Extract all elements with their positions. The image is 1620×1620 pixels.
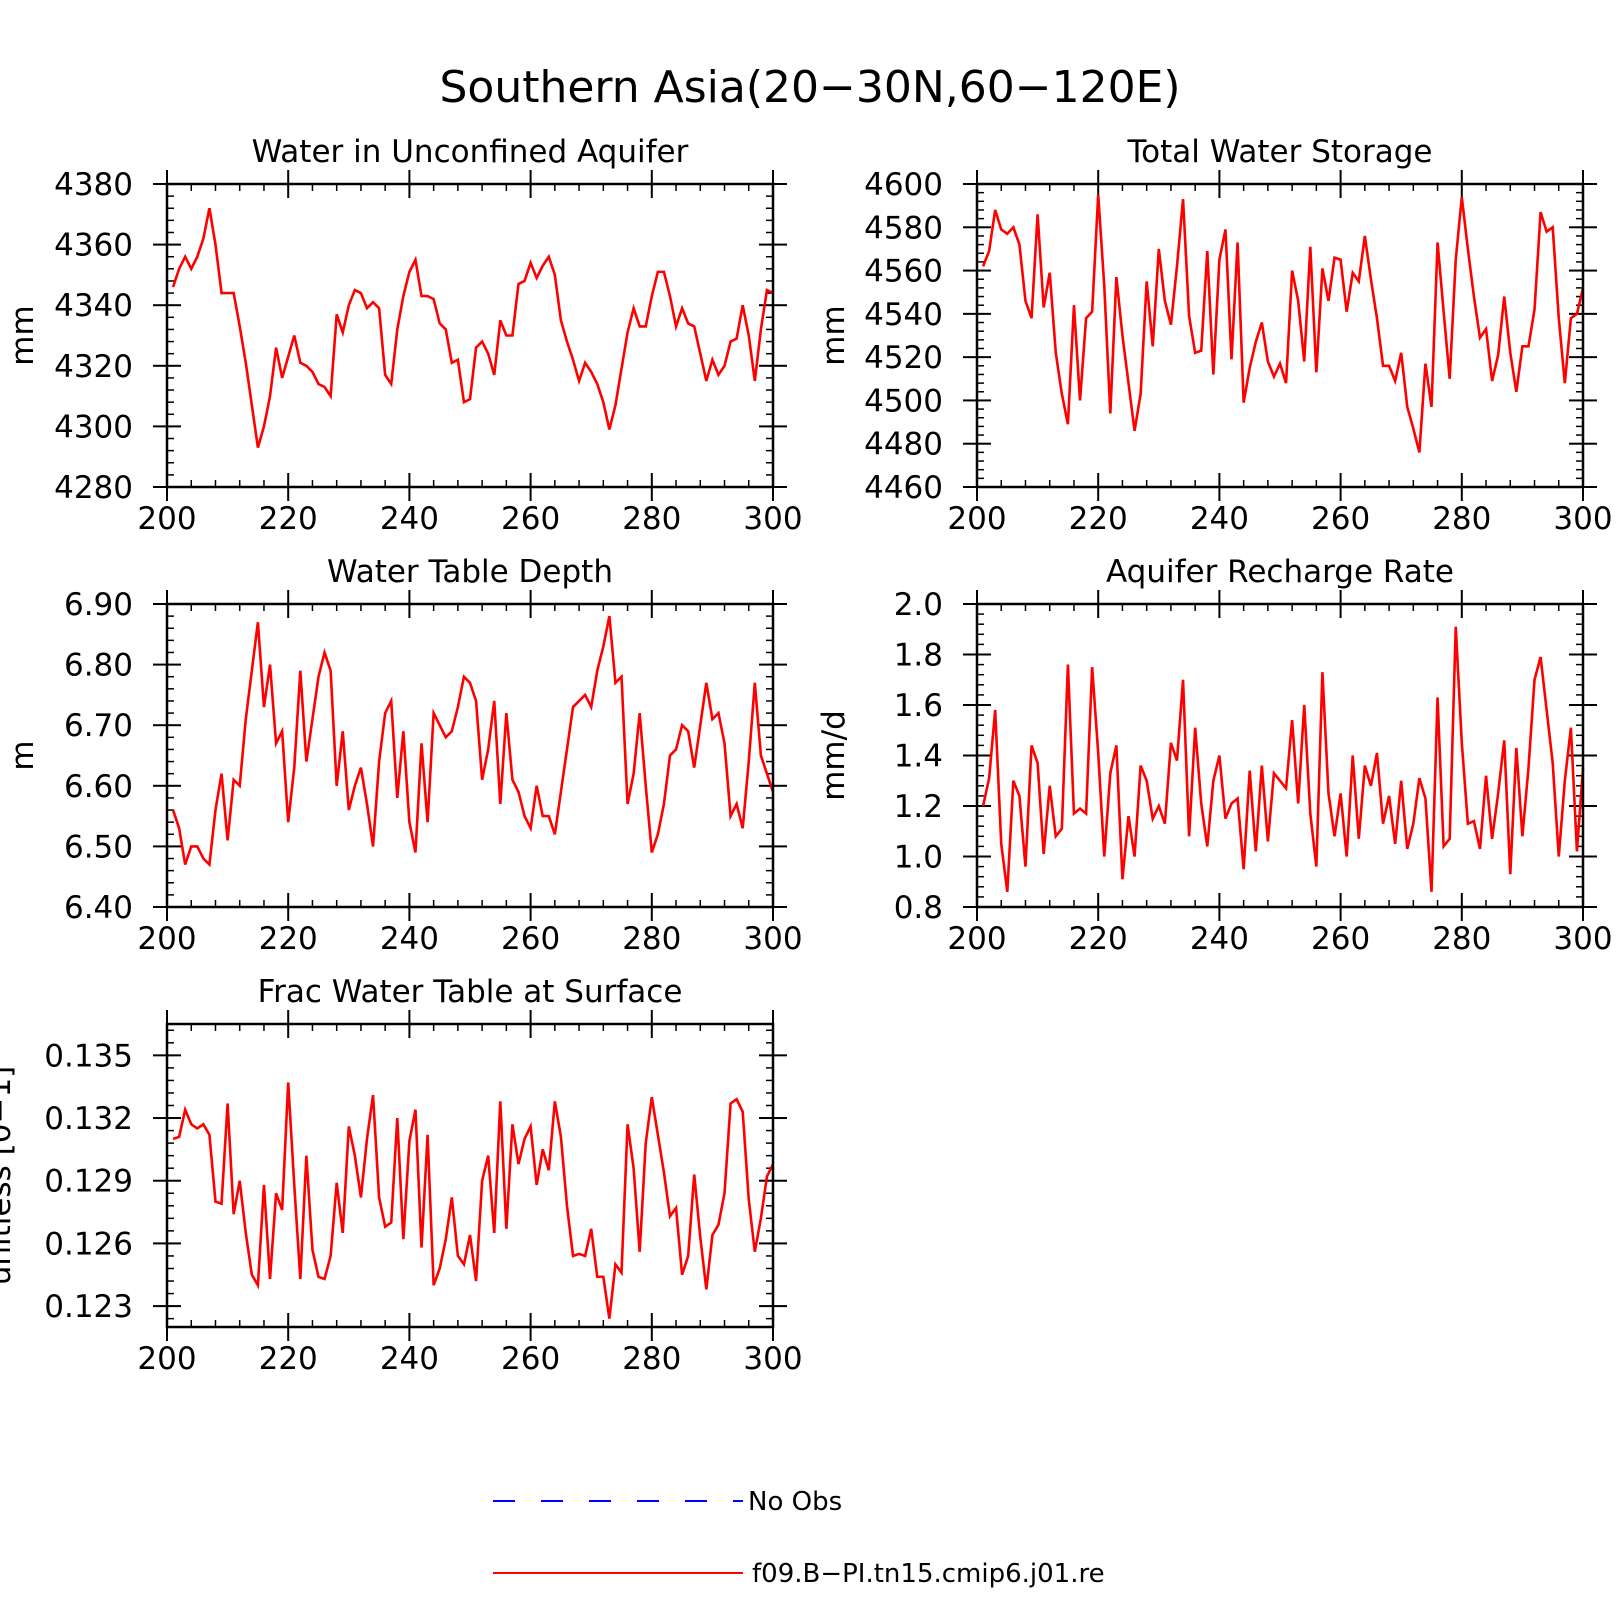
y-tick-label: 4480	[864, 427, 943, 463]
panel-4: Aquifer Recharge Rate 200 220 240 260 280 300 0…	[816, 554, 1613, 957]
y-tick-label: 4520	[864, 340, 943, 376]
y-tick-label: 1.6	[894, 688, 943, 724]
panel-title: Frac Water Table at Surface	[258, 974, 683, 1010]
panel-5: Frac Water Table at Surface 200 220 240 260 2…	[0, 974, 803, 1377]
series-line	[171, 207, 774, 448]
y-tick-label: 4360	[54, 228, 133, 264]
y-tick-label: 0.132	[44, 1101, 133, 1137]
x-tick-label: 240	[380, 501, 439, 537]
x-tick-label: 240	[380, 1341, 439, 1377]
y-axis-label: unitless [0−1]	[0, 1066, 18, 1286]
y-tick-label: 6.50	[64, 829, 133, 865]
x-tick-label: 260	[501, 501, 560, 537]
series-line	[172, 1082, 775, 1319]
x-tick-label: 280	[622, 501, 681, 537]
x-tick-label: 200	[137, 501, 196, 537]
y-tick-label: 4320	[54, 349, 133, 385]
y-tick-label: 0.123	[44, 1289, 133, 1325]
y-tick-label: 4340	[54, 288, 133, 324]
y-tick-label: 4600	[864, 167, 943, 203]
y-tick-label: 1.4	[894, 739, 943, 775]
x-tick-label: 220	[259, 1341, 318, 1377]
x-tick-label: 280	[1432, 921, 1491, 957]
y-tick-label: 4300	[54, 409, 133, 445]
series-line	[171, 615, 775, 868]
y-tick-label: 6.70	[64, 708, 133, 744]
x-tick-label: 240	[1190, 921, 1249, 957]
y-axis-label: mm	[816, 305, 852, 365]
y-axis-label: m	[5, 740, 41, 770]
x-tick-label: 300	[1553, 921, 1612, 957]
x-tick-label: 240	[380, 921, 439, 957]
panel-title: Water in Unconfined Aquifer	[252, 134, 689, 170]
y-axis-label: mm	[5, 305, 41, 365]
y-tick-label: 4460	[864, 470, 943, 506]
panel-2: Total Water Storage 200 220 240 260 280 300 446…	[816, 134, 1613, 537]
y-tick-label: 0.8	[894, 890, 943, 926]
figure-title: Southern Asia(20−30N,60−120E)	[439, 62, 1180, 113]
x-tick-label: 260	[1311, 921, 1370, 957]
x-tick-label: 220	[259, 501, 318, 537]
panel-1: Water in Unconfined Aquifer 200 220 240 260 2…	[5, 134, 803, 537]
y-tick-label: 4380	[54, 167, 133, 203]
plot-frame	[165, 182, 775, 489]
x-tick-label: 300	[743, 921, 802, 957]
y-tick-label: 1.0	[894, 840, 943, 876]
y-axis-label: mm/d	[816, 710, 852, 801]
x-tick-label: 200	[947, 501, 1006, 537]
y-tick-label: 0.135	[44, 1038, 133, 1074]
y-tick-label: 1.8	[894, 638, 943, 674]
y-tick-label: 4560	[864, 254, 943, 290]
plot-frame	[165, 602, 775, 909]
y-tick-label: 6.60	[64, 769, 133, 805]
legend-no-obs-label: No Obs	[748, 1487, 842, 1517]
y-tick-label: 0.129	[44, 1164, 133, 1200]
x-tick-label: 260	[1311, 501, 1370, 537]
x-tick-label: 240	[1190, 501, 1249, 537]
y-tick-label: 6.40	[64, 890, 133, 926]
x-tick-label: 300	[743, 501, 802, 537]
x-tick-label: 200	[947, 921, 1006, 957]
y-tick-label: 4500	[864, 383, 943, 419]
legend: No Obs f09.B−PI.tn15.cmip6.j01.re	[493, 1487, 1105, 1589]
panel-title: Total Water Storage	[1126, 134, 1432, 170]
series-line	[981, 626, 1585, 893]
y-tick-label: 4580	[864, 210, 943, 246]
plot-frame	[165, 1022, 775, 1329]
x-tick-label: 280	[622, 921, 681, 957]
x-tick-label: 280	[622, 1341, 681, 1377]
x-tick-label: 220	[1069, 921, 1128, 957]
x-tick-label: 260	[501, 1341, 560, 1377]
x-tick-label: 300	[743, 1341, 802, 1377]
y-tick-label: 4540	[864, 297, 943, 333]
y-tick-label: 2.0	[894, 587, 943, 623]
panel-title: Aquifer Recharge Rate	[1106, 554, 1454, 590]
x-tick-label: 260	[501, 921, 560, 957]
panel-3: Water Table Depth 200 220 240 260 280 300 6.40 6…	[5, 554, 803, 957]
x-tick-label: 280	[1432, 501, 1491, 537]
plot-frame	[975, 182, 1585, 489]
legend-model-label: f09.B−PI.tn15.cmip6.j01.re	[752, 1559, 1105, 1589]
plot-frame	[975, 602, 1585, 909]
series-line	[981, 194, 1585, 453]
y-tick-label: 1.2	[894, 789, 943, 825]
x-tick-label: 220	[1069, 501, 1128, 537]
x-tick-label: 200	[137, 921, 196, 957]
y-tick-label: 4280	[54, 470, 133, 506]
y-tick-label: 6.90	[64, 587, 133, 623]
x-tick-label: 200	[137, 1341, 196, 1377]
y-tick-label: 6.80	[64, 648, 133, 684]
x-tick-label: 220	[259, 921, 318, 957]
x-tick-label: 300	[1553, 501, 1612, 537]
y-tick-label: 0.126	[44, 1226, 133, 1262]
panel-title: Water Table Depth	[327, 554, 613, 590]
